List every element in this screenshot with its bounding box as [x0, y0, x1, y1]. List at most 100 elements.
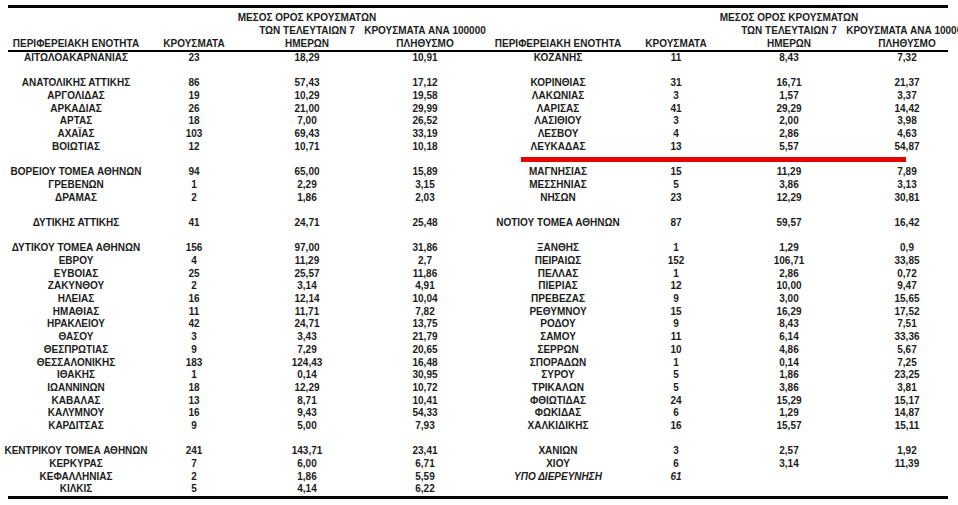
cell-text: 152 — [668, 255, 685, 268]
cell-text: 143,71 — [292, 445, 323, 458]
cases-cell: 3 — [626, 115, 726, 128]
cell-text: 13 — [188, 395, 199, 408]
spacer-row — [8, 433, 480, 446]
region-name-cell: ΦΘΙΩΤΙΔΑΣ — [490, 395, 626, 408]
cell-text: 94 — [188, 166, 199, 179]
cell-text: 97,00 — [294, 242, 319, 255]
cases-cell: 15 — [626, 166, 726, 179]
cases-cell: 42 — [144, 318, 244, 331]
per100k-cell: 3,81 — [852, 382, 958, 395]
avg7-cell: 24,71 — [244, 217, 370, 230]
region-name-cell: ΑΝΑΤΟΛΙΚΗΣ ΑΤΤΙΚΗΣ — [8, 77, 144, 90]
table-row: ΛΑΣΙΘΙΟΥ32,003,98 — [490, 115, 958, 128]
avg7-cell: 1,29 — [726, 407, 852, 420]
table-row: ΛΑΚΩΝΙΑΣ31,573,37 — [490, 90, 958, 103]
per100k-cell: 6,22 — [370, 483, 480, 496]
cell-text: 1,29 — [779, 407, 798, 420]
cell-text: ΣΕΡΡΩΝ — [537, 344, 578, 357]
per100k-cell: 3,15 — [370, 179, 480, 192]
cell-text: 15,29 — [776, 395, 801, 408]
cell-text: ΞΑΝΘΗΣ — [537, 242, 579, 255]
cell-text: 7,82 — [415, 306, 434, 319]
cell-text: 3,81 — [897, 382, 916, 395]
cell-text: ΚΟΡΙΝΘΙΑΣ — [531, 77, 586, 90]
avg7-cell: 11,29 — [244, 255, 370, 268]
region-name-cell: ΠΕΙΡΑΙΩΣ — [490, 255, 626, 268]
cell-text: 3 — [673, 115, 679, 128]
cell-text: ΜΑΓΝΗΣΙΑΣ — [529, 166, 587, 179]
region-name-cell — [490, 204, 626, 217]
cell-text: ΚΟΖΑΝΗΣ — [534, 52, 582, 65]
cases-cell: 41 — [144, 217, 244, 230]
cell-text: 16 — [188, 407, 199, 420]
avg7-cell — [244, 204, 370, 217]
spacer-row — [490, 65, 958, 78]
per100k-cell — [370, 433, 480, 446]
cell-text: 33,85 — [894, 255, 919, 268]
column-header-avg7-line3: ΗΜΕΡΩΝ — [767, 37, 811, 50]
avg7-cell: 12,29 — [244, 382, 370, 395]
spacer-row — [490, 204, 958, 217]
avg7-cell: 7,00 — [244, 115, 370, 128]
table-row: ΠΕΙΡΑΙΩΣ152106,7133,85 — [490, 255, 958, 268]
cases-cell: 5 — [626, 369, 726, 382]
avg7-cell: 5,00 — [244, 420, 370, 433]
column-header-avg7-line2: ΤΩΝ ΤΕΛΕΥΤΑΙΩΝ 7 — [741, 24, 837, 37]
cases-cell: 3 — [144, 331, 244, 344]
table-row: ΒΟΡΕΙΟΥ ΤΟΜΕΑ ΑΘΗΝΩΝ9465,0015,89 — [8, 166, 480, 179]
avg7-cell — [726, 204, 852, 217]
cases-cell: 18 — [144, 382, 244, 395]
avg7-cell: 29,29 — [726, 103, 852, 116]
cell-text: 11,29 — [295, 255, 319, 268]
cell-text: ΘΕΣΠΡΩΤΙΑΣ — [44, 344, 108, 357]
cell-text: 5 — [191, 483, 197, 496]
spacer-row — [490, 154, 958, 167]
cell-text: 54,33 — [412, 407, 437, 420]
cell-text: 9 — [191, 420, 197, 433]
cases-cell: 16 — [144, 293, 244, 306]
avg7-cell — [726, 230, 852, 243]
region-name-cell: ΖΑΚΥΝΘΟΥ — [8, 280, 144, 293]
table-row: ΒΟΙΩΤΙΑΣ1210,7110,18 — [8, 141, 480, 154]
region-name-cell: ΘΕΣΠΡΩΤΙΑΣ — [8, 344, 144, 357]
cell-text: 11,29 — [777, 166, 801, 179]
per100k-cell: 30,81 — [852, 192, 958, 205]
cell-text: 57,43 — [294, 77, 319, 90]
cell-text: 1 — [673, 357, 679, 370]
region-name-cell: ΙΘΑΚΗΣ — [8, 369, 144, 382]
avg7-cell: 24,71 — [244, 318, 370, 331]
region-name-cell: ΣΕΡΡΩΝ — [490, 344, 626, 357]
avg7-cell — [244, 65, 370, 78]
avg7-cell: 0,14 — [726, 357, 852, 370]
table-row: ΙΘΑΚΗΣ10,1430,95 — [8, 369, 480, 382]
per100k-cell: 16,42 — [852, 217, 958, 230]
left-table: ΠΕΡΙΦΕΡΕΙΑΚΗ ΕΝΟΤΗΤΑ ΚΡΟΥΣΜΑΤΑ ΜΕΣΟΣ ΟΡΟ… — [8, 6, 480, 496]
cell-text: 59,57 — [776, 217, 801, 230]
cell-text: 6,14 — [779, 331, 798, 344]
avg7-cell: 3,00 — [726, 293, 852, 306]
cell-text: 10,04 — [412, 293, 437, 306]
cell-text: 4 — [673, 128, 679, 141]
table-row: ΙΩΑΝΝΙΝΩΝ1812,2910,72 — [8, 382, 480, 395]
table-row: ΑΡΚΑΔΙΑΣ2621,0029,99 — [8, 103, 480, 116]
cell-text: 11,71 — [295, 306, 319, 319]
cell-text: ΑΝΑΤΟΛΙΚΗΣ ΑΤΤΙΚΗΣ — [22, 77, 130, 90]
cell-text: ΦΩΚΙΔΑΣ — [535, 407, 582, 420]
avg7-cell: 9,43 — [244, 407, 370, 420]
cell-text: ΙΘΑΚΗΣ — [57, 369, 95, 382]
cell-text: ΣΠΟΡΑΔΩΝ — [530, 357, 587, 370]
column-header-cases: ΚΡΟΥΣΜΑΤΑ — [626, 37, 726, 50]
avg7-cell: 6,00 — [244, 458, 370, 471]
table-row: ΥΠΟ ΔΙΕΡΕΥΝΗΣΗ61 — [490, 471, 958, 484]
column-header-region: ΠΕΡΙΦΕΡΕΙΑΚΗ ΕΝΟΤΗΤΑ — [490, 37, 626, 50]
cell-text: 6,22 — [415, 483, 434, 496]
per100k-cell: 21,79 — [370, 331, 480, 344]
cell-text: 24,71 — [294, 217, 319, 230]
region-name-cell: ΚΟΖΑΝΗΣ — [490, 52, 626, 65]
cell-text: 15,11 — [895, 420, 919, 433]
per100k-cell: 16,48 — [370, 357, 480, 370]
cases-cell — [626, 483, 726, 496]
cases-cell: 1 — [626, 357, 726, 370]
cases-cell: 23 — [144, 52, 244, 65]
region-name-cell: ΣΥΡΟΥ — [490, 369, 626, 382]
